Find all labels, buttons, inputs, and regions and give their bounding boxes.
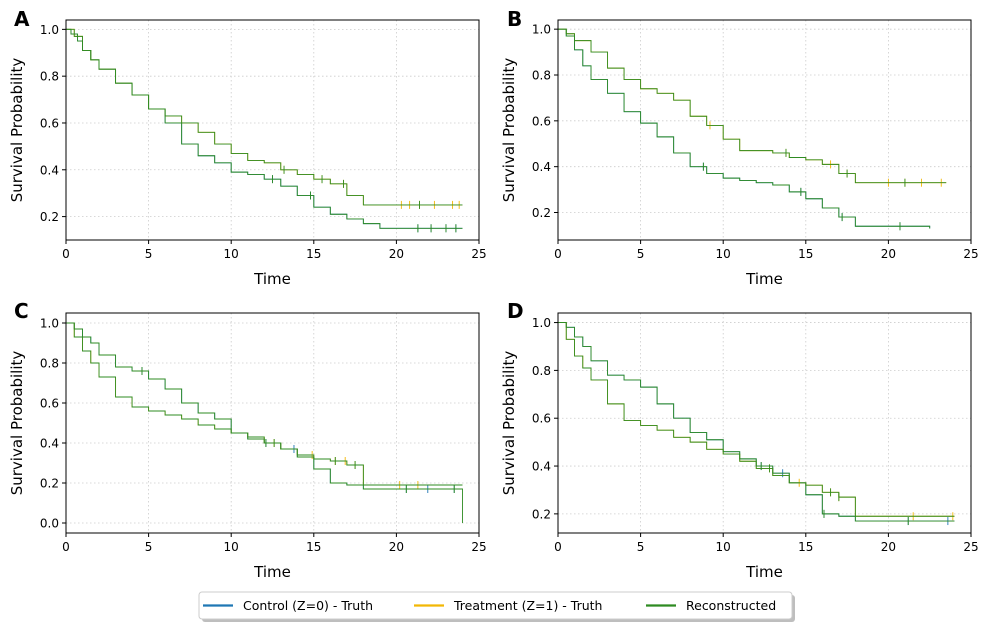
- y-tick-label: 0.2: [40, 477, 59, 491]
- x-axis-title: Time: [745, 563, 783, 581]
- km-curve-3: [558, 28, 931, 229]
- axes-frame: [65, 19, 480, 241]
- y-tick-label: 0.2: [40, 210, 59, 224]
- x-tick-label: 0: [62, 247, 70, 261]
- km-curve-1: [66, 28, 463, 229]
- y-tick-label: 1.0: [532, 23, 551, 37]
- x-tick-label: 25: [471, 540, 486, 554]
- x-tick-label: 20: [389, 247, 404, 261]
- km-curve-4: [558, 28, 947, 184]
- y-tick-label: 0.2: [532, 206, 551, 220]
- legend-label-3: Reconstructed: [686, 598, 776, 613]
- panel-letter: D: [507, 299, 524, 323]
- y-tick-label: 0.8: [40, 70, 59, 84]
- y-axis-title: Survival Probability: [500, 58, 518, 203]
- km-curve-4: [66, 322, 463, 486]
- y-tick-label: 1.0: [40, 317, 59, 331]
- x-tick-label: 10: [224, 247, 239, 261]
- x-tick-label: 25: [471, 247, 486, 261]
- x-tick-label: 5: [637, 247, 645, 261]
- y-tick-label: 0.6: [532, 114, 551, 128]
- x-tick-label: 10: [224, 540, 239, 554]
- x-tick-label: 0: [554, 540, 562, 554]
- x-tick-label: 25: [963, 247, 978, 261]
- x-tick-label: 5: [145, 247, 153, 261]
- x-tick-label: 15: [798, 247, 813, 261]
- x-tick-label: 20: [389, 540, 404, 554]
- axes-frame: [557, 19, 972, 241]
- y-tick-label: 0.6: [532, 412, 551, 426]
- panel-a: 0 5 10 15 20 25 0.2 0.4 0.6 0.8 1.0 Time Survival Pr…: [8, 7, 487, 288]
- x-tick-label: 5: [637, 540, 645, 554]
- y-axis-title: Survival Probability: [8, 58, 26, 203]
- x-tick-label: 25: [963, 540, 978, 554]
- y-tick-label: 0.4: [40, 163, 59, 177]
- km-curve-2: [66, 322, 463, 486]
- km-curve-4: [558, 322, 955, 517]
- y-tick-label: 0.0: [40, 517, 59, 531]
- x-axis-title: Time: [253, 270, 291, 288]
- panel-letter: A: [14, 7, 30, 31]
- y-tick-label: 1.0: [532, 316, 551, 330]
- y-axis-title: Survival Probability: [8, 351, 26, 496]
- x-tick-label: 0: [554, 247, 562, 261]
- axes-frame: [557, 312, 972, 534]
- y-tick-label: 0.4: [532, 460, 551, 474]
- y-tick-label: 0.2: [532, 507, 551, 521]
- km-curve-3: [558, 322, 955, 522]
- legend-box: [198, 591, 793, 620]
- km-curve-1: [558, 28, 931, 229]
- legend-label-2: Treatment (Z=1) - Truth: [453, 598, 602, 613]
- y-tick-label: 0.4: [532, 160, 551, 174]
- panel-letter: B: [507, 7, 522, 31]
- y-tick-label: 0.6: [40, 397, 59, 411]
- km-curve-4: [66, 28, 463, 206]
- x-tick-label: 10: [716, 247, 731, 261]
- y-tick-label: 0.4: [40, 437, 59, 451]
- y-tick-label: 0.8: [532, 69, 551, 83]
- y-tick-label: 0.8: [532, 364, 551, 378]
- km-curve-1: [66, 322, 463, 490]
- km-curve-2: [558, 322, 955, 517]
- y-tick-label: 0.8: [40, 357, 59, 371]
- panel-d: 0 5 10 15 20 25 0.2 0.4 0.6 0.8 1.0 Time Survival Pr…: [500, 299, 979, 581]
- y-tick-label: 1.0: [40, 23, 59, 37]
- y-axis-title: Survival Probability: [500, 351, 518, 496]
- x-tick-label: 5: [145, 540, 153, 554]
- km-curve-3: [66, 322, 463, 523]
- panel-c: 0 5 10 15 20 25 0.0 0.2 0.4 0.6 0.8 1.0 Time Survival…: [8, 299, 487, 581]
- x-tick-label: 15: [306, 247, 321, 261]
- y-tick-label: 0.6: [40, 116, 59, 130]
- x-axis-title: Time: [253, 563, 291, 581]
- panel-letter: C: [14, 299, 29, 323]
- x-axis-title: Time: [745, 270, 783, 288]
- km-curve-3: [66, 28, 463, 229]
- x-tick-label: 0: [62, 540, 70, 554]
- x-tick-label: 10: [716, 540, 731, 554]
- legend-label-1: Control (Z=0) - Truth: [243, 598, 373, 613]
- panel-b: 0 5 10 15 20 25 0.2 0.4 0.6 0.8 1.0 Time Survival Pr…: [500, 7, 979, 288]
- x-tick-label: 20: [881, 540, 896, 554]
- x-tick-label: 15: [798, 540, 813, 554]
- axes-frame: [65, 312, 480, 534]
- km-curve-1: [558, 322, 955, 522]
- x-tick-label: 15: [306, 540, 321, 554]
- km-curve-2: [558, 28, 947, 184]
- x-tick-label: 20: [881, 247, 896, 261]
- legend: Control (Z=0) - Truth Treatment (Z=1) - T…: [198, 591, 795, 622]
